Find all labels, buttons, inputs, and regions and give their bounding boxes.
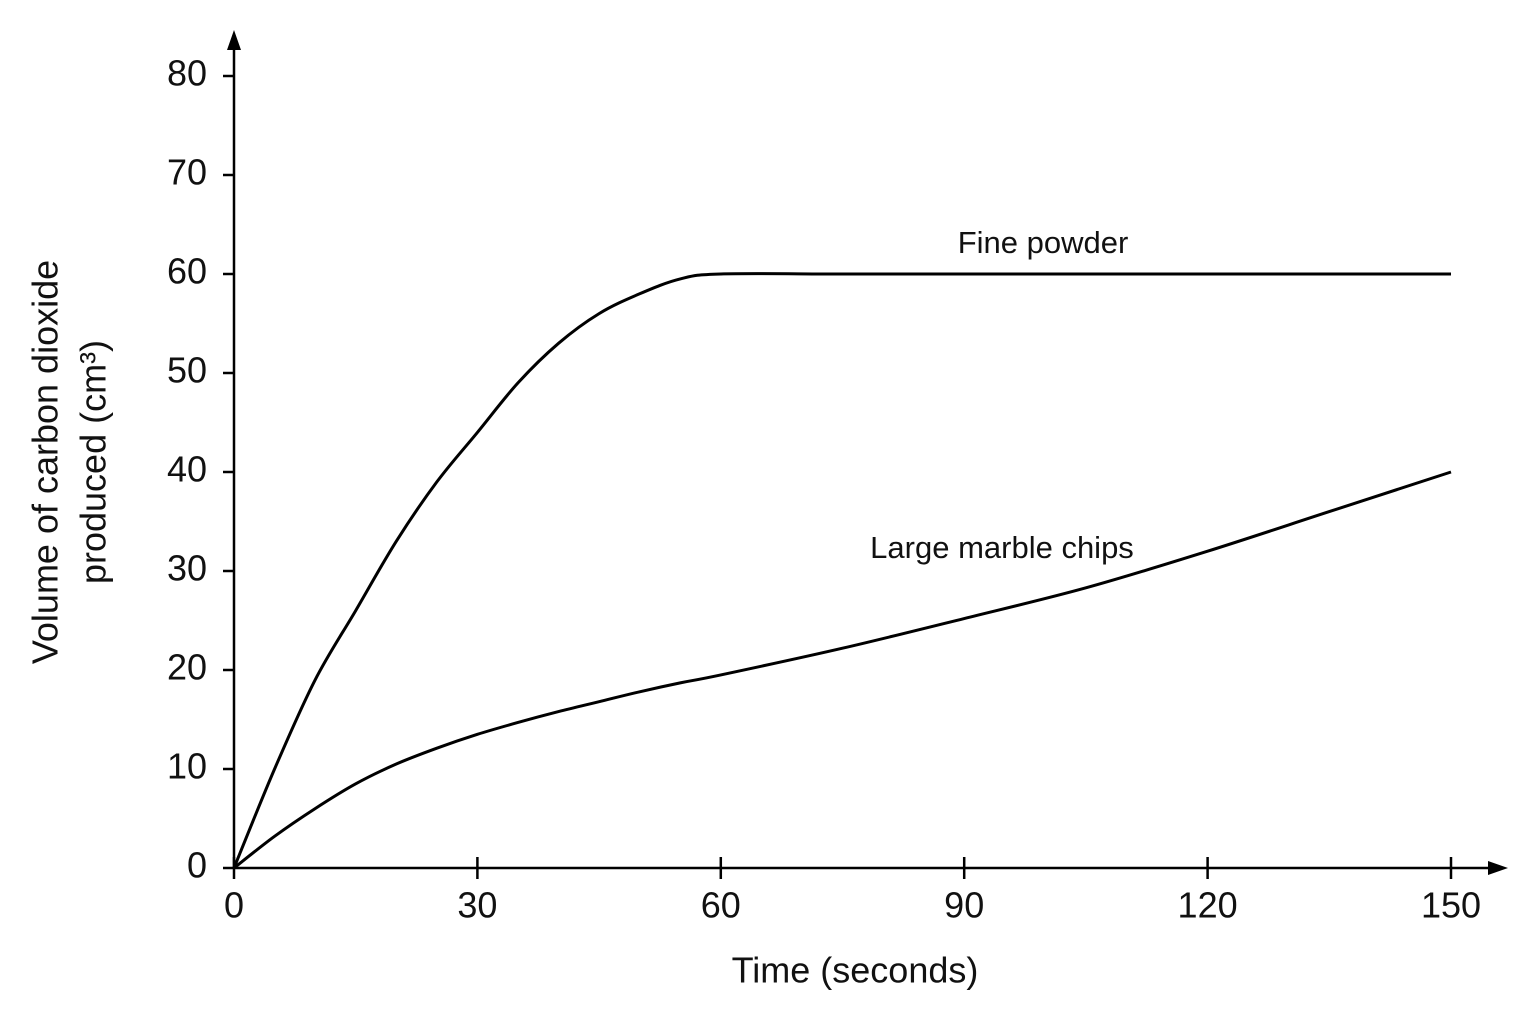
- x-tick-label: 0: [224, 885, 244, 926]
- y-tick-label: 30: [167, 548, 207, 589]
- y-axis-title-line: Volume of carbon dioxide: [25, 260, 66, 664]
- y-tick-label: 80: [167, 53, 207, 94]
- x-axis-arrow: [1488, 861, 1508, 875]
- y-tick-label: 40: [167, 449, 207, 490]
- x-tick-label: 60: [701, 885, 741, 926]
- y-tick-label: 0: [187, 845, 207, 886]
- y-tick-label: 70: [167, 152, 207, 193]
- x-tick-label: 30: [457, 885, 497, 926]
- y-axis-title-line: produced (cm³): [73, 340, 114, 584]
- line-series: [232, 272, 1451, 869]
- x-axis-title: Time (seconds): [732, 950, 979, 991]
- y-tick-label: 50: [167, 350, 207, 391]
- y-axis-title: Volume of carbon dioxide produced (cm³): [25, 260, 114, 664]
- y-axis-arrow: [227, 30, 241, 50]
- series-label: Large marble chips: [870, 530, 1134, 565]
- x-tick-label: 120: [1178, 885, 1238, 926]
- y-tick-label: 60: [167, 251, 207, 292]
- y-tick-label: 20: [167, 647, 207, 688]
- line-series: [233, 470, 1452, 870]
- y-tick-label: 10: [167, 746, 207, 787]
- x-tick-label: 90: [944, 885, 984, 926]
- x-tick-label: 150: [1421, 885, 1481, 926]
- series-label: Fine powder: [958, 225, 1129, 260]
